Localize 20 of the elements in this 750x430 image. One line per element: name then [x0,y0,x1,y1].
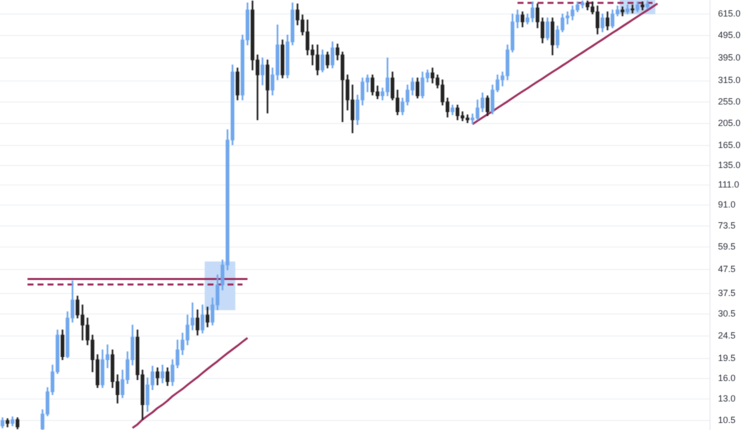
y-tick-label: 495.0 [718,30,741,40]
y-tick-label: 135.0 [718,160,741,170]
y-tick-label: 615.0 [718,8,741,18]
y-tick-label: 315.0 [718,75,741,86]
y-tick-label: 165.0 [718,140,741,150]
y-tick-label: 24.5 [718,330,736,340]
y-tick-label: 111.0 [718,179,740,190]
y-tick-label: 10.5 [718,415,736,426]
y-tick-label: 30.5 [718,308,736,318]
y-tick-label: 395.0 [718,52,741,63]
y-tick-label: 91.0 [718,199,736,210]
y-tick-label: 37.5 [718,288,736,298]
y-tick-label: 13.0 [718,394,736,404]
y-tick-label: 47.5 [718,264,736,274]
y-tick-label: 205.0 [718,118,741,128]
y-tick-label: 73.5 [718,220,736,231]
y-tick-label: 59.5 [718,242,736,252]
y-tick-label: 16.0 [718,372,736,383]
y-tick-label: 19.5 [718,353,736,364]
y-tick-label: 255.0 [718,96,741,106]
